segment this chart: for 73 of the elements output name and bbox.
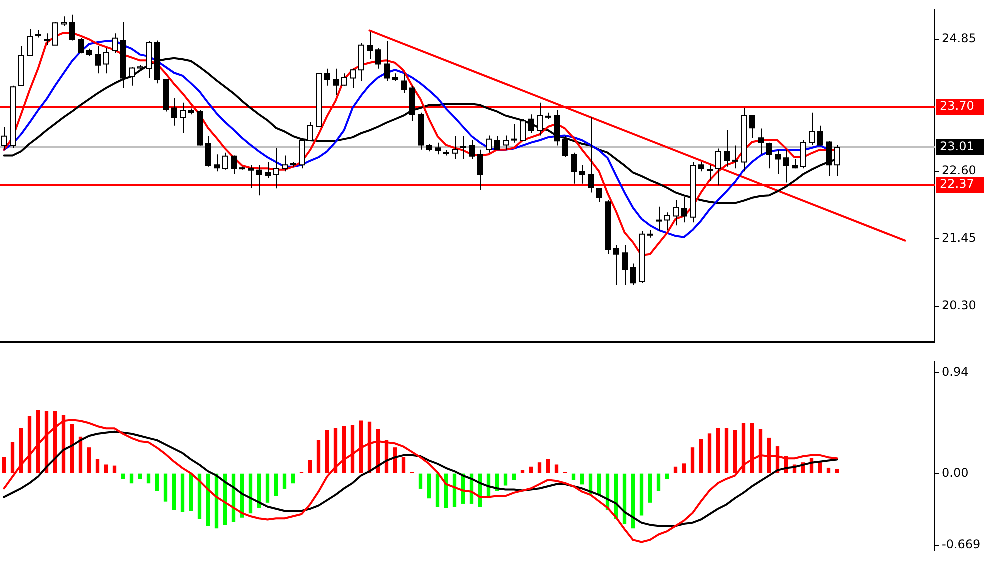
bar	[87, 448, 92, 474]
bar	[104, 464, 108, 474]
bar	[436, 474, 440, 508]
bar	[546, 459, 550, 474]
ref-line-label: 23.70	[940, 99, 974, 114]
bar	[112, 466, 117, 474]
bar	[138, 474, 142, 480]
bar	[758, 429, 763, 474]
y-tick-label: 0.94	[942, 365, 969, 380]
bar	[308, 460, 312, 474]
bar	[690, 448, 695, 474]
bar	[282, 474, 287, 489]
bar	[130, 474, 134, 484]
bar	[70, 424, 74, 474]
bar	[538, 462, 542, 474]
bar	[180, 474, 185, 513]
bar	[656, 474, 661, 492]
bar	[724, 428, 729, 474]
bar	[554, 464, 559, 474]
bar	[427, 474, 432, 499]
bar	[665, 474, 670, 480]
bar	[520, 470, 525, 474]
y-tick-label: -0.669	[942, 537, 981, 552]
bar	[504, 474, 508, 486]
ref-line-label: 22.37	[940, 177, 974, 192]
bar	[708, 434, 712, 474]
bar	[682, 464, 686, 474]
bar	[572, 474, 576, 480]
bar	[640, 474, 644, 516]
bar	[350, 425, 355, 474]
y-tick-label: 22.60	[942, 164, 976, 178]
bar	[96, 459, 100, 474]
y-tick-label: 20.30	[942, 298, 976, 313]
bar	[767, 438, 772, 474]
bar	[334, 428, 338, 474]
bar	[699, 439, 704, 474]
ref-line-label: 23.01	[940, 140, 974, 154]
bar	[172, 474, 176, 510]
bar	[648, 474, 652, 503]
bar	[189, 474, 194, 512]
bar	[2, 457, 6, 474]
bar	[10, 442, 15, 474]
bar	[674, 466, 678, 474]
bar	[206, 474, 210, 526]
bar	[164, 474, 168, 502]
bar	[248, 474, 253, 514]
bar	[742, 422, 746, 474]
bar	[512, 474, 516, 480]
bar	[529, 466, 534, 474]
bar	[316, 440, 321, 474]
bar	[622, 474, 627, 524]
bar	[155, 474, 160, 492]
bar	[750, 422, 754, 474]
bar	[418, 474, 423, 489]
bar	[266, 474, 270, 503]
bar	[274, 474, 278, 496]
bar	[146, 474, 151, 484]
bar	[325, 430, 330, 474]
y-tick-label: 24.85	[942, 32, 976, 46]
bar	[342, 426, 346, 474]
bar	[580, 474, 584, 485]
y-tick-label: 0.00	[942, 466, 969, 480]
bar	[835, 469, 840, 474]
bar	[291, 474, 296, 484]
bar	[716, 428, 720, 474]
bar	[402, 457, 406, 474]
bar	[121, 474, 126, 480]
y-tick-label: 21.45	[942, 231, 976, 246]
bar	[198, 474, 202, 519]
bar	[631, 474, 636, 529]
bar	[818, 462, 822, 474]
bar	[733, 430, 738, 474]
bar	[826, 468, 831, 474]
